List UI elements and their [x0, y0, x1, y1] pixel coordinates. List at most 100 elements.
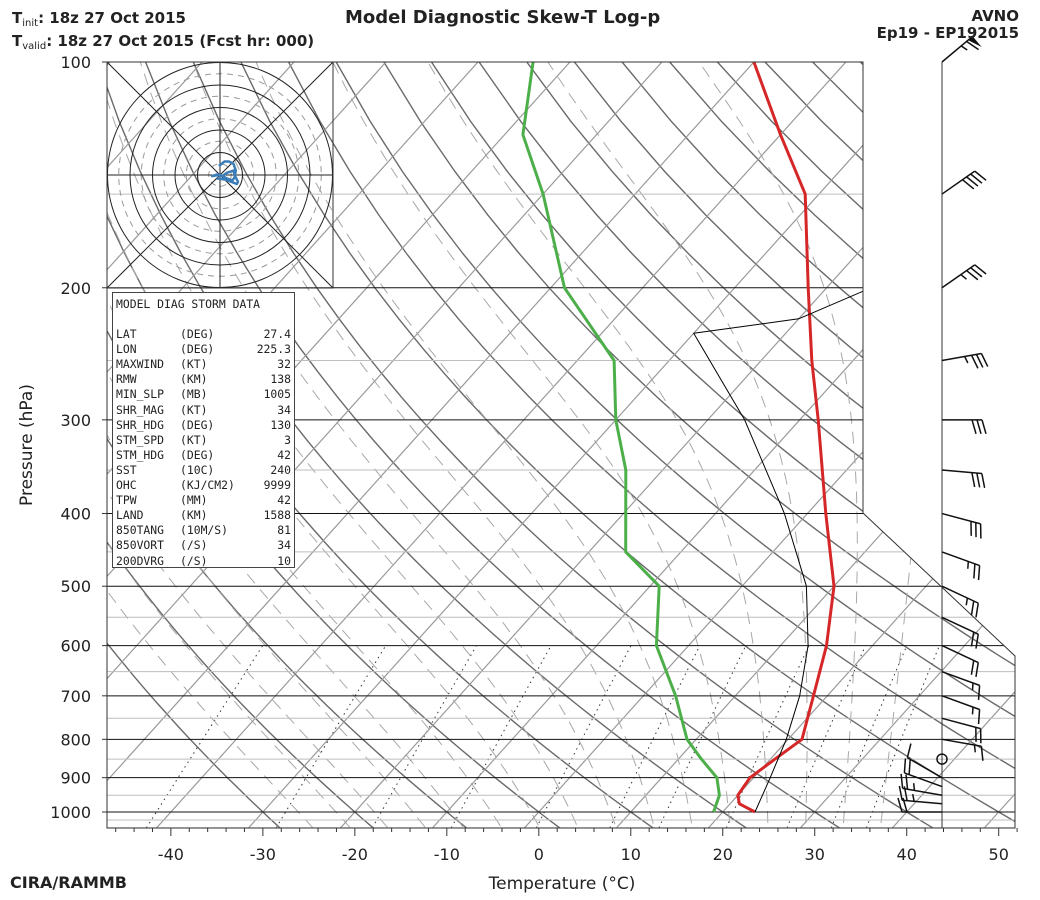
wind-barb-staff: [902, 799, 943, 805]
storm-data-value: 130: [270, 417, 291, 432]
isotherm: [878, 62, 1015, 828]
isotherm: [234, 62, 976, 828]
storm-data-name: SHR_HDG: [116, 417, 165, 432]
wind-barb-full: [908, 760, 911, 775]
wind-barb: [941, 616, 979, 649]
wind-barb-full: [976, 419, 982, 435]
wind-barb-staff: [906, 757, 943, 779]
wind-barb: [898, 785, 943, 805]
model-name: AVNO: [971, 7, 1019, 25]
parcel-line: [693, 62, 1015, 813]
moist-adiabat: [427, 62, 769, 828]
plot-frame: [106, 61, 1016, 829]
storm-data-name: STM_HDG: [116, 447, 165, 462]
storm-data-unit: (KJ/CM2): [180, 478, 235, 493]
y-tick-label: 100: [60, 53, 91, 72]
wind-barb-full: [971, 472, 976, 488]
wind-barb-full: [966, 176, 979, 187]
wind-barb-staff: [941, 551, 980, 567]
wind-barbs: [897, 35, 989, 813]
x-tick-label: -40: [158, 845, 184, 864]
wind-barb: [941, 469, 986, 488]
storm-data-name: RMW: [116, 372, 137, 387]
wind-barb-full: [977, 709, 981, 725]
dry-adiabat: [478, 62, 1015, 828]
isotherm: [107, 62, 332, 828]
isotherm: [418, 62, 1015, 828]
wind-barb-full: [906, 743, 912, 758]
storm-data-value: 1005: [263, 387, 291, 402]
wind-barb-full: [897, 797, 903, 813]
wind-barb-full: [970, 354, 979, 369]
wind-barb: [941, 738, 984, 761]
wind-barb-staff: [941, 512, 981, 525]
isotherm: [142, 62, 884, 828]
storm-data-title: MODEL DIAG STORM DATA: [116, 297, 261, 311]
wind-barb-half: [912, 783, 916, 791]
storm-data-unit: (MM): [180, 493, 208, 508]
y-tick-label: 300: [60, 411, 91, 430]
storm-data-value: 27.4: [263, 327, 291, 342]
wind-barb-half: [967, 561, 970, 569]
x-tick-label: 30: [805, 845, 825, 864]
storm-data-row: STM_SPD (KT) 3: [116, 433, 291, 448]
x-tick-label: 10: [621, 845, 641, 864]
wind-barb-half: [911, 794, 915, 802]
storm-data-name: LAND: [116, 508, 144, 523]
wind-barb-full: [971, 419, 977, 435]
storm-data-row: SHR_HDG (DEG) 130: [116, 418, 291, 433]
storm-data-box: MODEL DIAG STORM DATA LAT (DEG) 27.4 LON (DE…: [112, 292, 295, 568]
storm-id: Ep19 - EP192015: [876, 24, 1019, 42]
storm-data-row: RMW (KM) 138: [116, 372, 291, 387]
wind-barb-full: [903, 758, 907, 773]
storm-data-unit: (/S): [180, 538, 208, 553]
storm-data-name: 850VORT: [116, 538, 165, 553]
profile-lines: [521, 62, 1015, 814]
moist-adiabat: [547, 62, 808, 828]
wind-barb-staff: [902, 787, 943, 797]
wind-barb: [941, 264, 987, 289]
storm-data-unit: (KT): [180, 432, 208, 447]
wind-barb: [897, 797, 942, 813]
storm-data-name: MAXWIND: [116, 357, 165, 372]
wind-barb-staff: [941, 170, 976, 195]
y-tick-label: 800: [60, 730, 91, 749]
wind-barb: [941, 352, 989, 369]
wind-barb-full: [974, 170, 987, 181]
isotherm: [107, 62, 700, 828]
storm-data-row: LAT (DEG) 27.4: [116, 327, 291, 342]
wind-barb-full: [973, 563, 976, 579]
wind-barb-full: [902, 797, 908, 813]
y-axis-label: Pressure (hPa): [17, 384, 37, 506]
storm-data-row: TPW (MM) 42: [116, 493, 291, 508]
storm-data-unit: (DEG): [180, 417, 215, 432]
dry-adiabat: [526, 62, 1015, 828]
wind-barb-full: [977, 685, 981, 700]
storm-data-value: 10: [277, 553, 291, 568]
storm-data-row: STM_HDG (DEG) 42: [116, 448, 291, 463]
wind-barb-full: [974, 264, 987, 275]
wind-barb-half: [971, 707, 974, 715]
isotherm: [107, 62, 424, 828]
storm-data-unit: (DEG): [180, 342, 215, 357]
storm-data-name: OHC: [116, 478, 137, 493]
wind-barb: [941, 512, 982, 539]
wind-barb-full: [980, 746, 984, 761]
wind-barb-half: [960, 273, 967, 280]
wind-barb-full: [977, 565, 981, 581]
storm-data-unit: (10C): [180, 462, 215, 477]
storm-data-row: OHC (KJ/CM2) 9999: [116, 478, 291, 493]
wind-barb-full: [981, 473, 986, 488]
storm-data-name: STM_SPD: [116, 432, 165, 447]
isotherm: [107, 62, 792, 828]
wind-barb: [906, 743, 943, 779]
wind-barb-half: [965, 597, 969, 606]
storm-data-rows: LAT (DEG) 27.4 LON (DEG) 225.3 MAXWIND (KT) 32 RM…: [116, 327, 291, 569]
mixing-ratio-line: [535, 645, 632, 828]
wind-barb-full: [976, 472, 981, 488]
mixing-ratio-line: [450, 645, 552, 828]
storm-data-value: 42: [277, 447, 291, 462]
storm-data-unit: (KT): [180, 357, 208, 372]
storm-data-row: 200DVRG (/S) 10: [116, 554, 291, 569]
